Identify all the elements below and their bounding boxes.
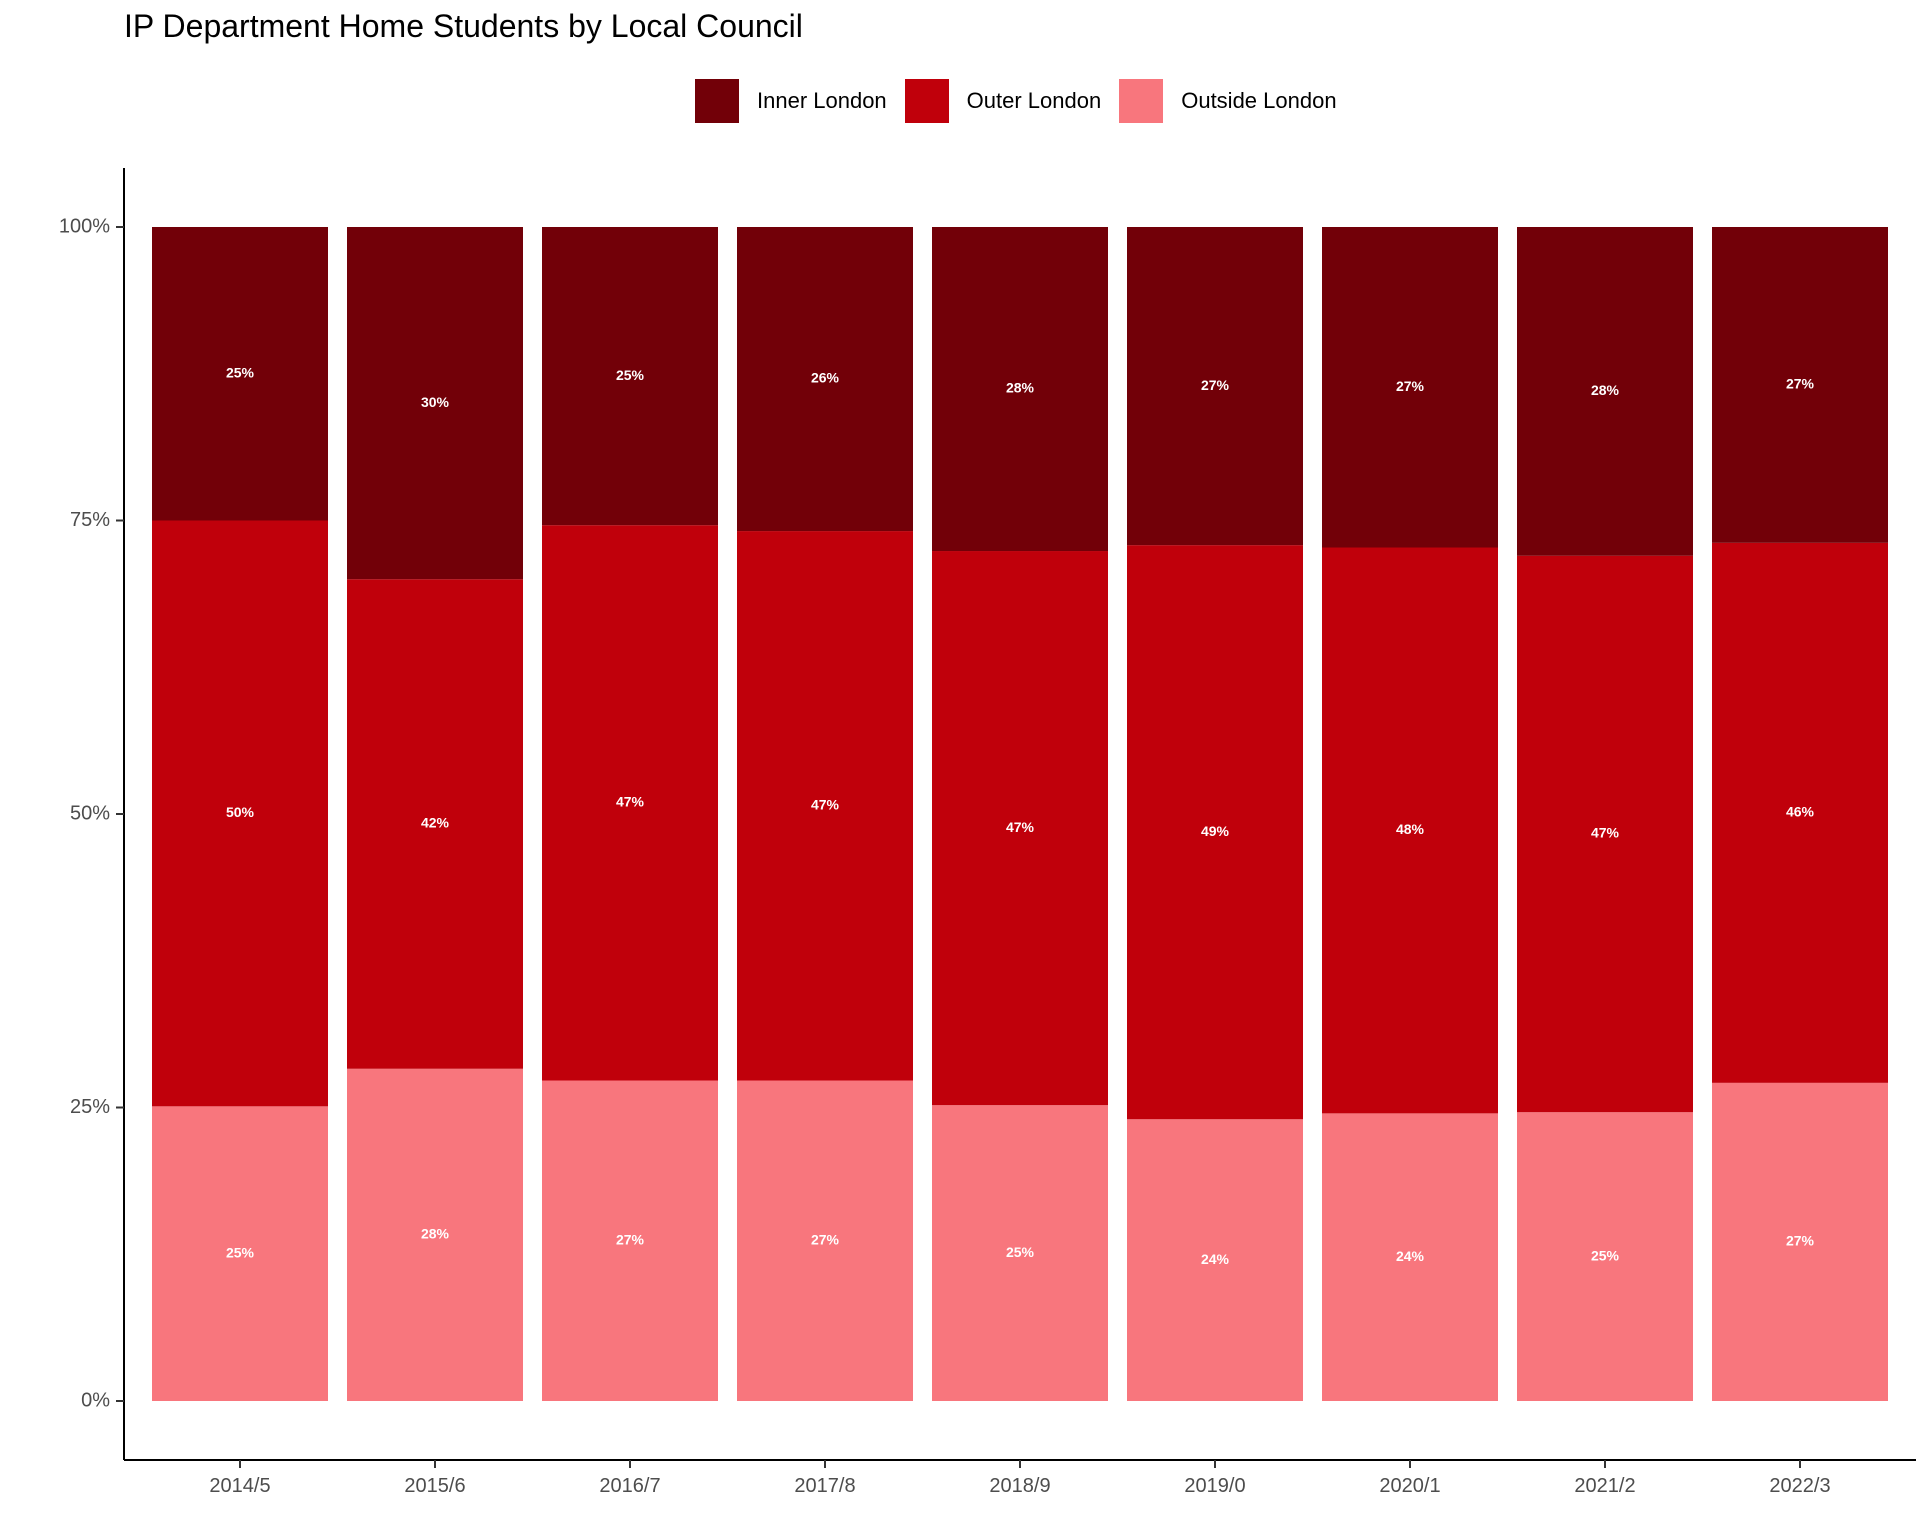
bar-outside-london-2017-8 — [737, 1080, 913, 1401]
data-label: 47% — [1591, 825, 1620, 841]
bar-inner-london-2014-5 — [152, 227, 328, 521]
data-label: 27% — [1201, 377, 1230, 393]
data-label: 46% — [1786, 804, 1815, 820]
data-label: 28% — [421, 1226, 450, 1242]
y-tick-label: 75% — [70, 509, 110, 531]
y-tick-label: 0% — [81, 1389, 110, 1411]
data-label: 47% — [616, 794, 645, 810]
bar-inner-london-2015-6 — [347, 227, 523, 580]
bar-outer-london-2021-2 — [1517, 555, 1693, 1113]
bar-outside-london-2019-0 — [1127, 1119, 1303, 1401]
bar-inner-london-2019-0 — [1127, 227, 1303, 546]
bar-outside-london-2018-9 — [932, 1105, 1108, 1401]
data-label: 25% — [226, 1244, 255, 1260]
bar-outer-london-2020-1 — [1322, 547, 1498, 1114]
legend-swatch — [904, 79, 949, 123]
x-tick-label: 2018/9 — [989, 1475, 1050, 1497]
bar-outer-london-2015-6 — [347, 579, 523, 1069]
data-label: 48% — [1396, 821, 1425, 837]
data-label: 27% — [616, 1231, 645, 1247]
x-tick-label: 2019/0 — [1184, 1475, 1245, 1497]
x-tick-label: 2021/2 — [1574, 1475, 1635, 1497]
legend-item-outside-london: Outside London — [1119, 79, 1337, 123]
data-label: 28% — [1591, 382, 1620, 398]
bar-outer-london-2018-9 — [932, 551, 1108, 1106]
bar-outside-london-2020-1 — [1322, 1113, 1498, 1401]
data-label: 27% — [811, 1231, 840, 1247]
legend: Inner London Outer London Outside London — [695, 78, 1355, 124]
x-tick-label: 2014/5 — [209, 1475, 270, 1497]
bar-inner-london-2018-9 — [932, 227, 1108, 552]
bar-inner-london-2017-8 — [737, 227, 913, 532]
x-tick-label: 2017/8 — [794, 1475, 855, 1497]
data-label: 42% — [421, 815, 450, 831]
data-label: 24% — [1201, 1251, 1230, 1267]
data-label: 25% — [1006, 1244, 1035, 1260]
data-label: 26% — [811, 370, 840, 386]
legend-label: Outer London — [966, 88, 1102, 113]
chart-title: IP Department Home Students by Local Cou… — [124, 8, 803, 44]
y-tick-label: 50% — [70, 802, 110, 824]
bar-outer-london-2017-8 — [737, 531, 913, 1081]
data-label: 27% — [1786, 1233, 1815, 1249]
data-label: 47% — [1006, 819, 1035, 835]
bar-outside-london-2016-7 — [542, 1080, 718, 1401]
legend-label: Inner London — [757, 88, 887, 113]
y-tick-label: 25% — [70, 1096, 110, 1118]
y-tick-label: 100% — [59, 215, 110, 237]
bar-inner-london-2016-7 — [542, 227, 718, 526]
data-label: 25% — [616, 367, 645, 383]
bar-outer-london-2016-7 — [542, 525, 718, 1081]
bar-outer-london-2022-3 — [1712, 542, 1888, 1083]
legend-item-inner-london: Inner London — [695, 79, 887, 123]
x-tick-label: 2020/1 — [1379, 1475, 1440, 1497]
data-label: 49% — [1201, 823, 1230, 839]
x-tick-label: 2016/7 — [599, 1475, 660, 1497]
bar-outer-london-2014-5 — [152, 520, 328, 1107]
legend-swatch — [1119, 79, 1164, 123]
data-label: 28% — [1006, 380, 1035, 396]
bar-outside-london-2021-2 — [1517, 1112, 1693, 1401]
data-label: 24% — [1396, 1248, 1425, 1264]
data-label: 25% — [1591, 1247, 1620, 1263]
data-label: 27% — [1786, 376, 1815, 392]
legend-swatch — [695, 79, 739, 123]
bar-outer-london-2019-0 — [1127, 545, 1303, 1120]
legend-item-outer-london: Outer London — [904, 79, 1102, 123]
bar-outside-london-2022-3 — [1712, 1082, 1888, 1401]
data-label: 50% — [226, 804, 255, 820]
data-label: 25% — [226, 364, 255, 380]
data-label: 27% — [1396, 378, 1425, 394]
bar-outside-london-2015-6 — [347, 1068, 523, 1401]
bar-outside-london-2014-5 — [152, 1106, 328, 1401]
legend-label: Outside London — [1181, 88, 1337, 113]
bar-inner-london-2020-1 — [1322, 227, 1498, 548]
x-tick-label: 2022/3 — [1769, 1475, 1830, 1497]
data-label: 47% — [811, 796, 840, 812]
data-label: 30% — [421, 394, 450, 410]
bar-inner-london-2021-2 — [1517, 227, 1693, 556]
x-tick-label: 2015/6 — [404, 1475, 465, 1497]
bar-inner-london-2022-3 — [1712, 227, 1888, 543]
